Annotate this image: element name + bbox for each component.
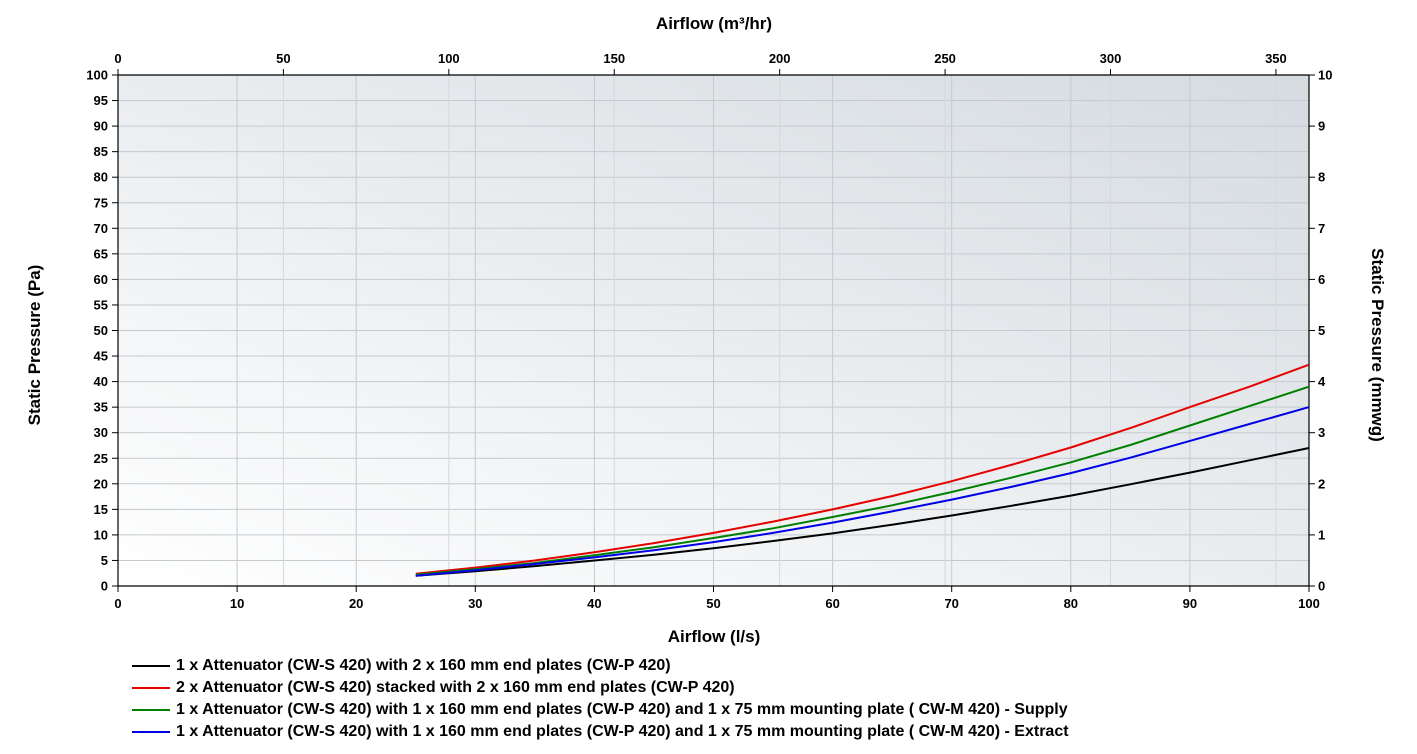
y-left-tick-label: 100: [86, 68, 108, 83]
x-top-tick-label: 300: [1100, 51, 1122, 66]
legend-item-blue: 1 x Attenuator (CW-S 420) with 1 x 160 m…: [132, 721, 1069, 743]
y-right-tick-label: 0: [1318, 579, 1325, 594]
grid-layer: [118, 75, 1309, 586]
y-left-tick-label: 20: [94, 476, 108, 491]
x-bottom-tick-label: 40: [587, 596, 601, 611]
x-bottom-tick-label: 80: [1064, 596, 1078, 611]
y-right-tick-label: 8: [1318, 170, 1325, 185]
legend-swatch-red: [132, 687, 170, 689]
x-top-tick-label: 250: [934, 51, 956, 66]
legend-swatch-green: [132, 709, 170, 711]
series-line-1: [415, 363, 1310, 575]
x-top-tick-label: 350: [1265, 51, 1287, 66]
x-top-tick-label: 150: [603, 51, 625, 66]
y-left-tick-label: 80: [94, 170, 108, 185]
top-axis-title: Airflow (m³/hr): [656, 14, 772, 33]
legend-label: 1 x Attenuator (CW-S 420) with 1 x 160 m…: [176, 723, 1069, 740]
y-right-tick-label: 10: [1318, 68, 1332, 83]
y-left-tick-label: 30: [94, 425, 108, 440]
y-left-tick-label: 40: [94, 374, 108, 389]
x-top-tick-label: 0: [114, 51, 121, 66]
left-axis-title: Static Pressure (Pa): [25, 265, 44, 426]
y-right-tick-label: 5: [1318, 323, 1325, 338]
y-left-tick-label: 35: [94, 400, 108, 415]
y-right-tick-label: 7: [1318, 221, 1325, 236]
y-right-tick-label: 1: [1318, 527, 1325, 542]
y-left-tick-label: 25: [94, 451, 108, 466]
y-left-tick-label: 5: [101, 553, 108, 568]
legend-item-green: 1 x Attenuator (CW-S 420) with 1 x 160 m…: [132, 699, 1069, 721]
y-left-tick-label: 85: [94, 144, 108, 159]
x-bottom-tick-label: 10: [230, 596, 244, 611]
legend: 1 x Attenuator (CW-S 420) with 2 x 160 m…: [132, 655, 1069, 743]
y-left-tick-label: 65: [94, 246, 108, 261]
y-left-tick-label: 70: [94, 221, 108, 236]
x-bottom-tick-label: 70: [944, 596, 958, 611]
y-left-tick-label: 45: [94, 349, 108, 364]
right-axis-title: Static Pressure (mmwg): [1368, 248, 1387, 442]
y-left-tick-label: 90: [94, 119, 108, 134]
x-bottom-tick-label: 50: [706, 596, 720, 611]
x-top-tick-label: 200: [769, 51, 791, 66]
legend-swatch-blue: [132, 731, 170, 733]
series-layer: [415, 363, 1310, 577]
y-left-tick-label: 95: [94, 93, 108, 108]
x-bottom-tick-label: 60: [825, 596, 839, 611]
y-right-tick-label: 4: [1318, 374, 1326, 389]
x-bottom-tick-label: 30: [468, 596, 482, 611]
ticks-layer: 0510152025303540455055606570758085909510…: [86, 51, 1332, 611]
series-line-2: [415, 385, 1310, 576]
x-top-tick-label: 100: [438, 51, 460, 66]
legend-item-red: 2 x Attenuator (CW-S 420) stacked with 2…: [132, 677, 1069, 699]
y-left-tick-label: 0: [101, 579, 108, 594]
x-top-tick-label: 50: [276, 51, 290, 66]
x-bottom-tick-label: 20: [349, 596, 363, 611]
series-line-3: [415, 406, 1310, 577]
x-bottom-tick-label: 100: [1298, 596, 1320, 611]
legend-item-black: 1 x Attenuator (CW-S 420) with 2 x 160 m…: [132, 655, 1069, 677]
x-bottom-tick-label: 0: [114, 596, 121, 611]
y-left-tick-label: 55: [94, 297, 108, 312]
y-right-tick-label: 6: [1318, 272, 1325, 287]
x-bottom-tick-label: 90: [1183, 596, 1197, 611]
y-right-tick-label: 2: [1318, 476, 1325, 491]
y-left-tick-label: 60: [94, 272, 108, 287]
y-right-tick-label: 9: [1318, 119, 1325, 134]
y-left-tick-label: 10: [94, 527, 108, 542]
legend-label: 2 x Attenuator (CW-S 420) stacked with 2…: [176, 679, 735, 696]
legend-label: 1 x Attenuator (CW-S 420) with 1 x 160 m…: [176, 701, 1068, 718]
bottom-axis-title: Airflow (l/s): [668, 627, 761, 646]
legend-label: 1 x Attenuator (CW-S 420) with 2 x 160 m…: [176, 657, 671, 674]
y-left-tick-label: 15: [94, 502, 108, 517]
y-left-tick-label: 75: [94, 195, 108, 210]
y-left-tick-label: 50: [94, 323, 108, 338]
y-right-tick-label: 3: [1318, 425, 1325, 440]
legend-swatch-black: [132, 665, 170, 667]
series-line-0: [415, 447, 1310, 577]
